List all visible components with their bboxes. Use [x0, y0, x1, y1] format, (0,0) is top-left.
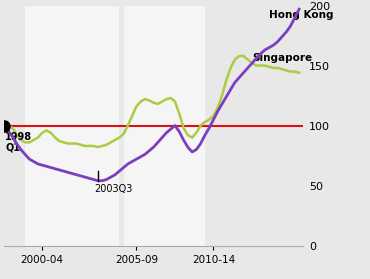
Text: Hong Kong: Hong Kong [269, 10, 334, 20]
Text: 2003Q3: 2003Q3 [94, 184, 133, 194]
Bar [25, 6, 119, 246]
Bar [124, 6, 205, 246]
Text: Singapore: Singapore [252, 53, 312, 63]
Text: 1998
Q1: 1998 Q1 [5, 131, 32, 152]
